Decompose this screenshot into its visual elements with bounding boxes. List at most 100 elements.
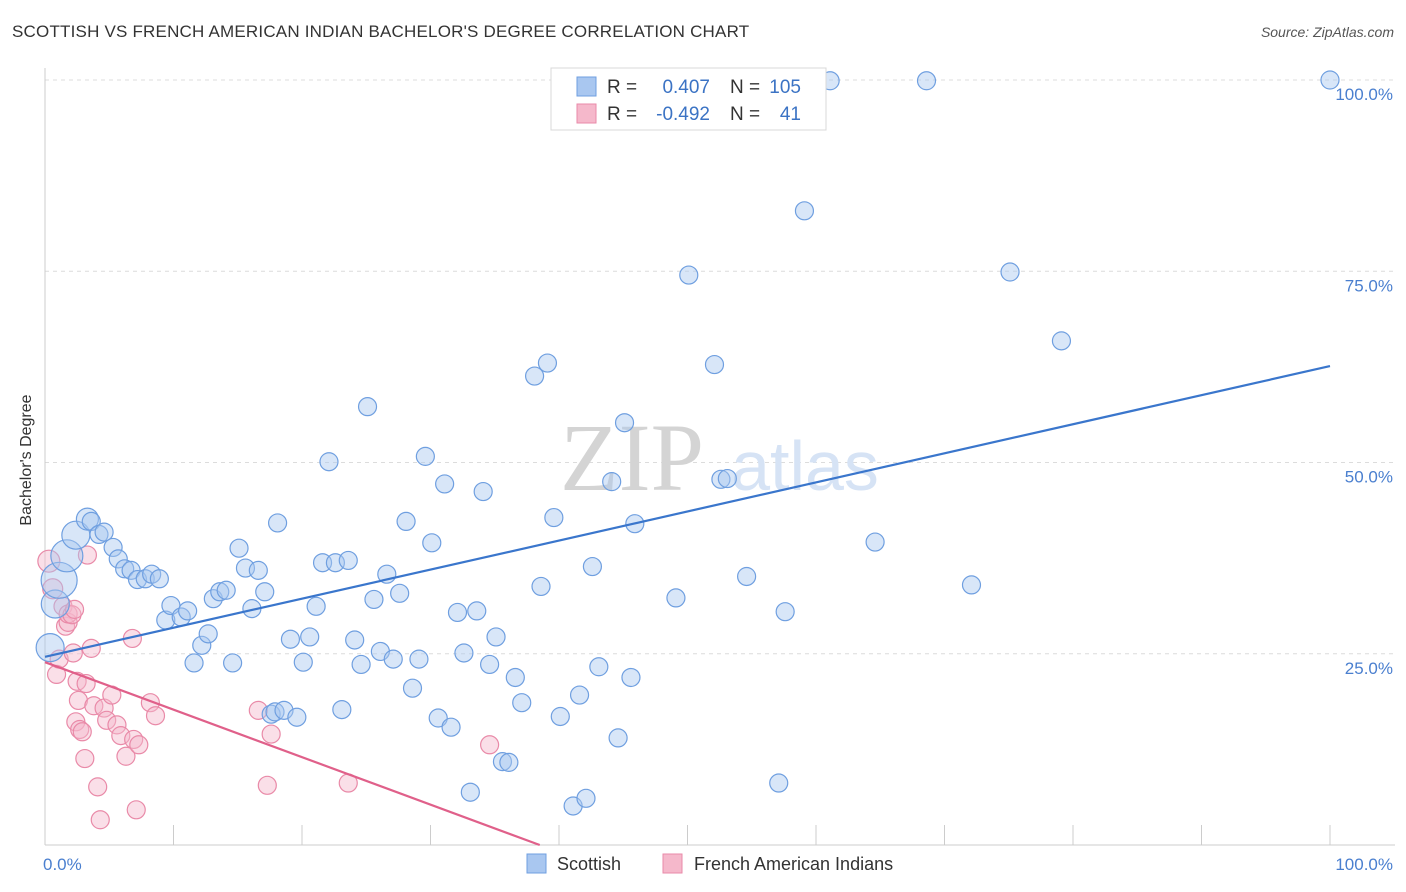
french-point-31: [126, 800, 146, 820]
scottish-point-38: [287, 707, 307, 727]
scottish-point-91: [704, 354, 725, 375]
scottish-point-76: [537, 353, 558, 373]
scottish-point-75: [531, 576, 551, 597]
french-point-15: [72, 722, 92, 742]
legend-swatch-scottish[interactable]: [526, 853, 547, 874]
scottish-point-16: [149, 569, 169, 589]
scottish-point-3: [50, 539, 84, 573]
watermark-zip: ZIP: [560, 404, 704, 511]
french-point-35: [248, 700, 268, 720]
french-r-label: R =: [607, 104, 637, 125]
french-point-9: [63, 643, 83, 663]
scottish-point-73: [512, 693, 532, 713]
scottish-point-0: [35, 633, 65, 663]
scottish-r-label: R =: [607, 77, 637, 98]
scottish-point-50: [364, 589, 384, 610]
scottish-point-62: [441, 717, 461, 737]
french-trend-line: [44, 661, 541, 847]
scottish-point-41: [306, 596, 326, 616]
scottish-point-77: [544, 507, 564, 528]
scottish-point-84: [602, 472, 622, 492]
scottish-point-92: [711, 469, 731, 489]
french-point-26: [107, 715, 127, 735]
scottish-point-69: [486, 627, 506, 647]
scottish-point-89: [666, 588, 686, 608]
legend: Scottish French American Indians: [526, 853, 893, 874]
scottish-point-28: [229, 538, 249, 558]
scottish-point-40: [300, 627, 320, 647]
scottish-point-94: [737, 566, 757, 587]
y-tick-label-1: 50.0%: [1345, 468, 1393, 487]
scottish-point-54: [390, 583, 410, 603]
french-points: [37, 545, 500, 830]
french-point-22: [90, 810, 110, 830]
scottish-point-70: [492, 752, 513, 772]
scottish-point-68: [480, 654, 500, 675]
scottish-stats-swatch: [576, 76, 597, 97]
scottish-n-value: 105: [769, 77, 801, 98]
scottish-point-87: [621, 667, 641, 688]
scottish-point-10: [108, 549, 128, 569]
scottish-point-80: [569, 685, 590, 705]
french-point-16: [75, 748, 95, 769]
legend-swatch-french[interactable]: [662, 853, 683, 874]
scottish-point-64: [454, 643, 474, 663]
scottish-point-66: [467, 601, 487, 621]
chart-title: SCOTTISH VS FRENCH AMERICAN INDIAN BACHE…: [12, 22, 750, 41]
scottish-point-81: [576, 788, 596, 808]
scottish-point-11: [115, 559, 135, 579]
scottish-point-48: [351, 654, 371, 675]
stats-box: R = 0.407 N = 105 R = -0.492 N = 41: [550, 67, 827, 131]
scottish-point-63: [447, 602, 468, 623]
scottish-point-39: [293, 652, 313, 672]
scottish-point-43: [319, 452, 339, 472]
scottish-point-85: [608, 728, 628, 748]
scottish-point-26: [216, 580, 236, 600]
y-tick-label-3: 100.0%: [1335, 85, 1393, 104]
scottish-point-13: [127, 569, 148, 590]
scottish-point-67: [473, 481, 493, 502]
scottish-point-93: [717, 468, 737, 489]
scottish-point-103: [1051, 331, 1072, 351]
scottish-point-31: [248, 560, 268, 580]
scottish-point-99: [865, 532, 885, 552]
scottish-point-1: [40, 589, 70, 619]
scottish-point-9: [103, 537, 123, 558]
x-tick-label-0: 0.0%: [43, 855, 82, 874]
scottish-point-23: [198, 624, 218, 644]
scottish-point-97: [794, 201, 815, 221]
source-label: Source: ZipAtlas.com: [1260, 24, 1394, 40]
french-point-10: [64, 599, 85, 619]
scottish-point-65: [460, 782, 480, 802]
scottish-point-32: [255, 582, 275, 602]
scottish-point-102: [1000, 262, 1020, 282]
x-tick-label-1: 100.0%: [1335, 855, 1393, 874]
scottish-point-61: [435, 474, 455, 494]
scottish-point-72: [505, 667, 525, 688]
french-point-14: [70, 719, 90, 740]
watermark-atlas: atlas: [731, 427, 879, 505]
watermark: ZIP atlas: [560, 404, 879, 511]
scottish-point-45: [332, 699, 352, 720]
french-r-value: -0.492: [656, 104, 710, 125]
scottish-r-value: 0.407: [662, 77, 710, 98]
scottish-point-83: [589, 657, 609, 677]
scottish-trend-line: [44, 365, 1331, 658]
scottish-point-27: [223, 653, 243, 673]
scottish-point-58: [415, 446, 435, 466]
scottish-point-49: [357, 397, 378, 417]
scottish-point-46: [338, 550, 358, 571]
french-stats-swatch: [576, 103, 597, 124]
scottish-point-90: [679, 265, 699, 285]
french-n-label: N =: [730, 104, 760, 125]
legend-label-french: French American Indians: [694, 854, 893, 874]
scottish-point-59: [422, 533, 442, 553]
french-n-value: 41: [780, 104, 801, 125]
scottish-point-86: [614, 413, 635, 433]
scottish-point-8: [94, 522, 114, 542]
french-point-13: [68, 690, 89, 711]
french-point-21: [88, 777, 108, 797]
french-point-37: [261, 724, 281, 744]
french-point-24: [97, 710, 117, 730]
